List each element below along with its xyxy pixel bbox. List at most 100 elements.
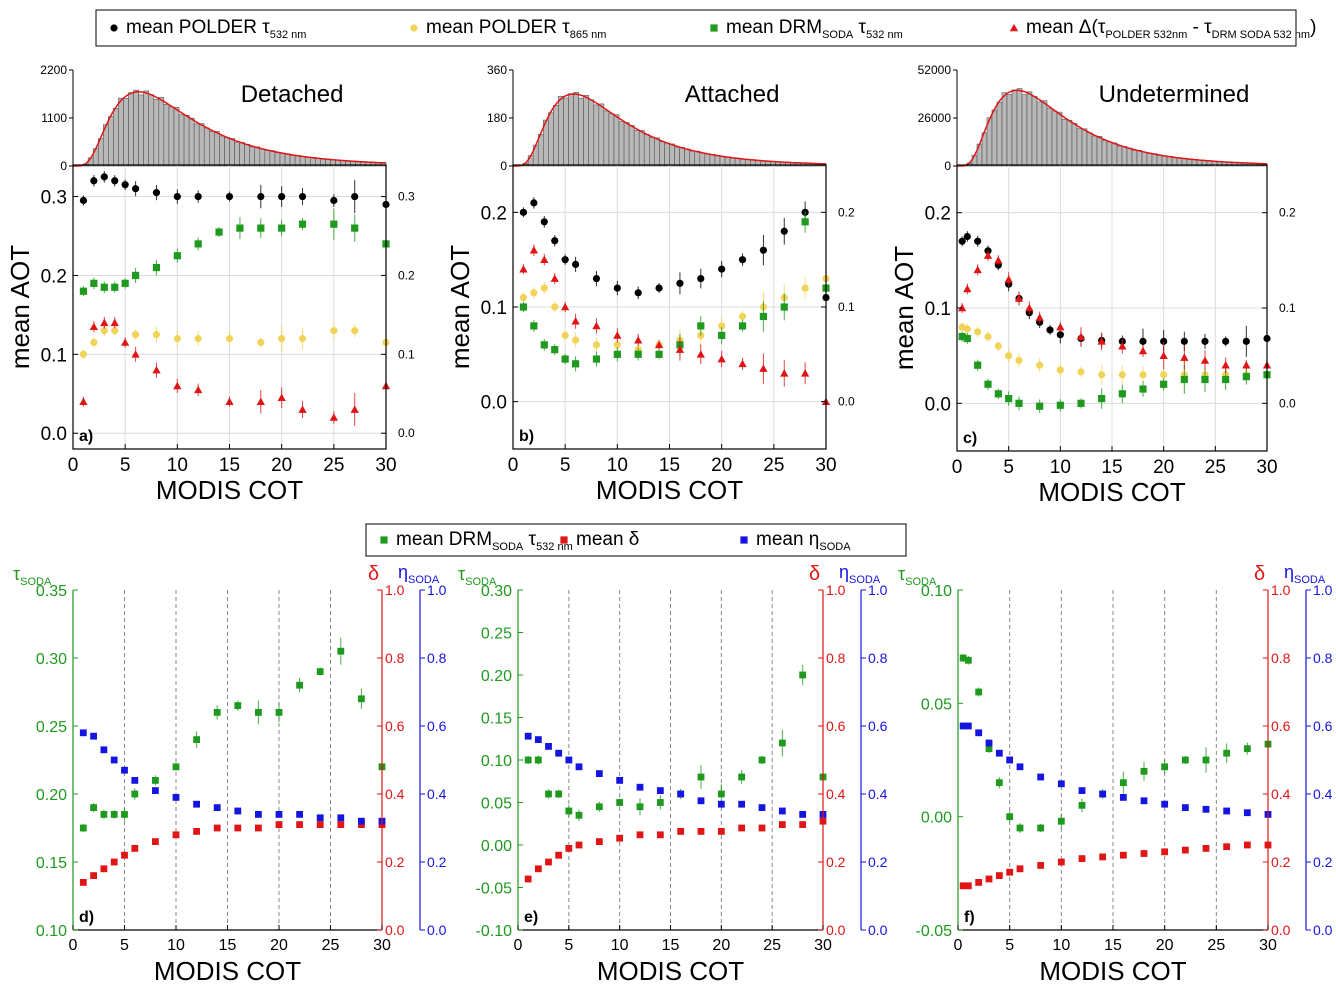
histogram-bar [684, 148, 690, 167]
panel-label: f) [964, 909, 975, 926]
data-point [1036, 361, 1044, 369]
data-point [1014, 294, 1024, 302]
data-point [959, 722, 967, 730]
right-y-tick-label: 0.2 [838, 205, 855, 219]
data-point [1098, 394, 1106, 403]
histogram-bar [1041, 100, 1048, 167]
x-tick-label: 10 [607, 455, 628, 476]
data-point [555, 851, 563, 859]
histogram-bar [1126, 147, 1133, 167]
legend-item-label: mean δ [576, 529, 639, 550]
data-point [110, 811, 118, 818]
data-point [278, 334, 286, 343]
data-point [534, 865, 542, 873]
data-point [111, 327, 119, 335]
data-point [975, 729, 983, 737]
data-point [1140, 850, 1148, 857]
x-tick-label: 0 [69, 937, 78, 954]
legend-label-text: τ [853, 17, 866, 38]
legend-item-label: mean POLDER τ865 nm [426, 17, 606, 41]
data-point [255, 824, 262, 832]
data-point [152, 331, 161, 339]
data-point [1035, 313, 1044, 321]
histogram-bar [1051, 110, 1058, 167]
right-y-tick-label: 0.1 [398, 347, 415, 361]
data-point [534, 756, 542, 764]
right-tick-label-eta: 0.8 [427, 650, 447, 666]
data-point [121, 811, 128, 818]
data-point [799, 821, 807, 828]
data-point [551, 237, 559, 245]
histogram-bar [274, 152, 281, 167]
data-point [1098, 371, 1106, 379]
x-tick-label: 25 [323, 455, 344, 476]
data-point [277, 393, 286, 402]
data-point [1006, 756, 1014, 764]
data-point [984, 333, 992, 341]
left-axis-title: τSODA [13, 564, 52, 588]
right-axis-title-eta: ηSODA [398, 562, 440, 586]
histogram-bar [603, 110, 610, 167]
data-point [1015, 399, 1023, 407]
right-tick-label-eta: 0.4 [1313, 786, 1333, 802]
data-point [330, 220, 338, 228]
data-point [710, 24, 718, 32]
x-tick-label: 15 [219, 455, 240, 476]
data-point [275, 811, 283, 818]
x-axis-label: MODIS COT [1038, 477, 1185, 507]
data-point [1222, 375, 1230, 384]
histogram-bar [1091, 135, 1098, 167]
data-point [592, 355, 601, 363]
data-point [519, 264, 528, 273]
data-point [316, 814, 324, 822]
data-point [255, 709, 262, 716]
left-tick-label: 0.00 [481, 838, 512, 855]
data-point [1006, 813, 1014, 821]
y-tick-label: 0.3 [41, 188, 67, 209]
data-point [963, 334, 971, 343]
series [958, 231, 1272, 413]
legend-label-subscript: 532 nm [866, 29, 903, 41]
x-tick-label: 10 [611, 937, 629, 954]
histogram-bar [173, 107, 180, 167]
data-point [780, 369, 789, 377]
data-point [718, 265, 726, 273]
legend-item-label: mean Δ(τPOLDER 532nm - τDRM SODA 532 nm) [1026, 17, 1316, 41]
histogram-bar [224, 137, 230, 167]
right-tick-label-delta: 0.2 [385, 854, 405, 870]
histogram-bar [568, 93, 574, 167]
data-point [172, 794, 180, 801]
data-point [298, 192, 307, 201]
data-point [717, 354, 726, 363]
data-point [1140, 797, 1148, 805]
right-tick-label-delta: 0.0 [385, 922, 405, 938]
right-tick-label-delta: 1.0 [826, 582, 846, 598]
data-point [551, 346, 559, 354]
data-point [984, 380, 992, 388]
panel-title: Attached [685, 81, 780, 108]
data-point [110, 318, 119, 327]
data-point [131, 777, 139, 784]
panel-c: 0 26000 52000 Undetermined 0 5 10 15 20 25 30 0.0 0.… [889, 63, 1296, 507]
panel-a: 0 1100 2200 Detached 0 5 10 15 20 25 30 0.0 0.1 0.2 0.… [5, 63, 415, 505]
data-point [613, 341, 621, 349]
x-tick-label: 20 [711, 455, 732, 476]
data-point [697, 275, 705, 283]
data-point [1016, 865, 1024, 873]
data-point [1181, 804, 1189, 811]
legend-label-text: mean DRM [726, 17, 822, 38]
data-point [595, 803, 603, 811]
y-tick-label: 0.0 [481, 393, 507, 414]
data-point [697, 828, 705, 835]
data-point [1057, 858, 1065, 866]
histogram-bar [168, 106, 175, 167]
data-point [524, 732, 532, 740]
legend-label-text: τ [898, 564, 905, 584]
histogram-bar [689, 150, 696, 167]
data-point [1180, 337, 1188, 345]
data-point [1242, 337, 1250, 345]
data-point [575, 811, 583, 819]
data-point [550, 274, 559, 282]
data-point [759, 364, 768, 372]
legend-label-text: mean δ [576, 529, 639, 550]
